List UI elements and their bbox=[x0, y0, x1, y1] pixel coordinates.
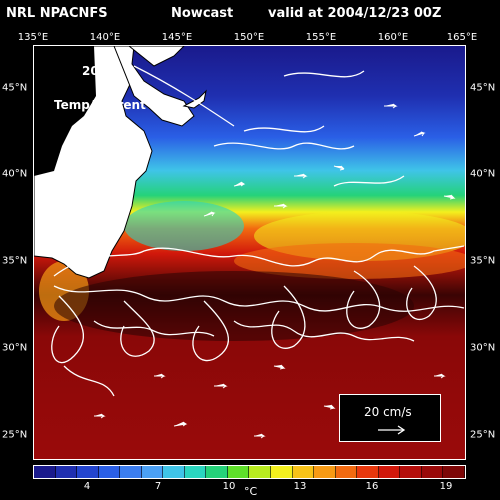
temperature-map: 200 m Temp/Current 20 cm/s bbox=[33, 45, 466, 460]
colorbar-swatch bbox=[206, 466, 228, 478]
lat-label-left: 45°N bbox=[2, 82, 28, 94]
lat-label-left: 30°N bbox=[2, 342, 28, 354]
lon-label: 140°E bbox=[89, 32, 121, 43]
colorbar-swatch bbox=[227, 466, 250, 478]
colorbar-swatch bbox=[184, 466, 207, 478]
map-header: NRL NPACNFS Nowcast valid at 2004/12/23 … bbox=[6, 6, 494, 26]
vector-scale-box: 20 cm/s bbox=[339, 394, 441, 442]
colorbar-swatch bbox=[98, 466, 121, 478]
map-canvas bbox=[34, 46, 465, 459]
kuril-islands bbox=[182, 89, 207, 109]
colorbar-swatch bbox=[141, 466, 164, 478]
current-streamlines bbox=[51, 65, 465, 397]
forecast-kind: Nowcast bbox=[171, 6, 234, 21]
lat-label-left: 40°N bbox=[2, 168, 28, 180]
colorbar-swatch bbox=[292, 466, 315, 478]
colorbar-swatch bbox=[249, 466, 272, 478]
hokkaido-land bbox=[113, 46, 195, 127]
lat-label-right: 35°N bbox=[470, 255, 496, 267]
colorbar-swatch bbox=[55, 466, 78, 478]
colorbar-tick: 16 bbox=[365, 481, 379, 492]
colorbar-swatch bbox=[271, 466, 293, 478]
colorbar-swatch bbox=[443, 466, 465, 478]
cool-water-patch bbox=[124, 201, 244, 251]
vector-scale-label: 20 cm/s bbox=[364, 405, 412, 419]
lat-label-right: 40°N bbox=[470, 168, 496, 180]
colorbar-swatch bbox=[77, 466, 99, 478]
kuroshio-core bbox=[54, 271, 414, 341]
colorbar-swatch bbox=[378, 466, 401, 478]
lon-label: 160°E bbox=[377, 32, 409, 43]
depth-label: 200 m bbox=[82, 64, 124, 78]
colorbar-swatch bbox=[335, 466, 358, 478]
colorbar-swatch bbox=[314, 466, 336, 478]
lat-label-right: 25°N bbox=[470, 429, 496, 441]
lon-label: 150°E bbox=[233, 32, 265, 43]
lat-label-left: 35°N bbox=[2, 255, 28, 267]
colorbar-swatch bbox=[421, 466, 444, 478]
sakhalin-land bbox=[128, 46, 185, 67]
colorbar bbox=[33, 465, 466, 479]
colorbar-swatch bbox=[34, 466, 56, 478]
scale-arrow-icon bbox=[378, 425, 406, 435]
lat-label-left: 25°N bbox=[2, 429, 28, 441]
sea-of-japan bbox=[34, 46, 96, 176]
colorbar-swatch bbox=[400, 466, 422, 478]
colorbar-unit: °C bbox=[244, 485, 258, 498]
model-title: NRL NPACNFS bbox=[6, 6, 108, 21]
lon-label: 165°E bbox=[446, 32, 478, 43]
valid-time: valid at 2004/12/23 00Z bbox=[268, 6, 442, 21]
colorbar-tick: 7 bbox=[154, 481, 162, 492]
colorbar-tick: 10 bbox=[222, 481, 236, 492]
lon-label: 135°E bbox=[17, 32, 49, 43]
lon-label: 145°E bbox=[161, 32, 193, 43]
colorbar-tick: 4 bbox=[83, 481, 91, 492]
velocity-arrows bbox=[94, 103, 456, 439]
colorbar-swatch bbox=[357, 466, 379, 478]
colorbar-tick: 19 bbox=[439, 481, 453, 492]
colorbar-swatch bbox=[163, 466, 185, 478]
lat-label-right: 45°N bbox=[470, 82, 496, 94]
colorbar-tick: 13 bbox=[293, 481, 307, 492]
field-label: Temp/Current bbox=[54, 98, 146, 112]
lon-label: 155°E bbox=[305, 32, 337, 43]
colorbar-swatch bbox=[120, 466, 142, 478]
lat-label-right: 30°N bbox=[470, 342, 496, 354]
